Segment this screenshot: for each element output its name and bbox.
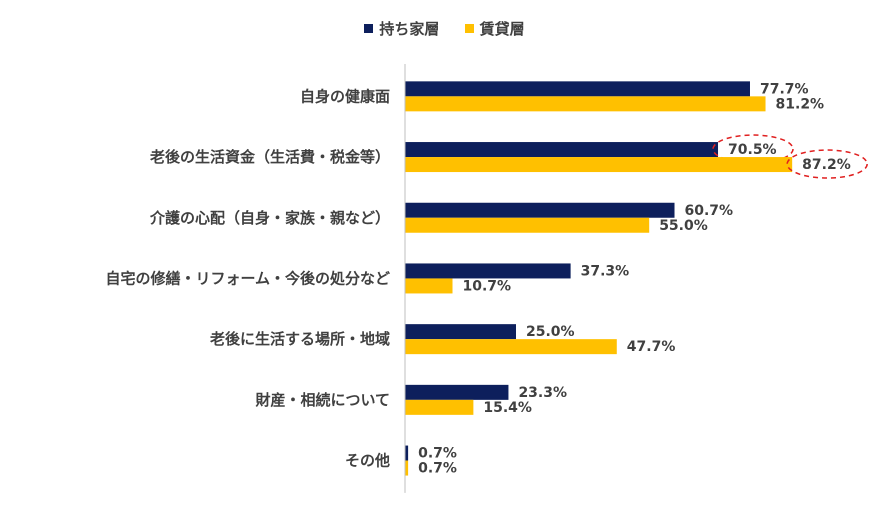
category-label: 老後に生活する場所・地域 [209,330,390,348]
bar-owner [405,202,675,218]
legend-item-renter: 賃貸層 [464,18,525,39]
bar-renter [405,96,766,112]
category-label: 自宅の修繕・リフォーム・今後の処分など [105,269,390,287]
value-label: 10.7% [463,278,512,294]
legend-item-owner: 持ち家層 [364,18,439,39]
value-label: 55.0% [659,218,708,234]
value-label: 77.7% [760,81,809,97]
value-label: 70.5% [728,142,777,158]
bar-owner [405,142,719,158]
bar-renter [405,460,409,476]
category-label: その他 [345,452,390,470]
legend-label-owner: 持ち家層 [379,20,440,38]
value-label: 0.7% [418,446,457,462]
value-label: 47.7% [627,339,676,355]
bar-owner [405,324,516,340]
legend: 持ち家層 賃貸層 [0,18,889,39]
value-label: 15.4% [483,400,532,416]
legend-swatch-owner [364,24,374,33]
category-label: 介護の心配（自身・家族・親など） [149,209,390,227]
category-label: 自身の健康面 [300,87,390,105]
bar-renter [405,339,617,355]
value-label: 25.0% [526,324,575,340]
highlight-circle [712,134,794,164]
legend-label-renter: 賃貸層 [479,20,525,38]
bar-owner [405,81,750,97]
bar-owner [405,263,571,279]
category-label: 老後の生活資金（生活費・税金等） [149,148,390,166]
bar-renter [405,278,453,294]
bar-renter [405,217,650,233]
bar-renter [405,157,793,173]
value-label: 60.7% [685,203,734,219]
value-label: 23.3% [518,385,567,401]
legend-swatch-renter [464,24,474,33]
bar-owner [405,384,509,400]
bar-renter [405,399,474,415]
value-label: 37.3% [581,263,630,279]
highlight-circle [786,149,868,179]
bar-owner [405,445,409,461]
value-label: 87.2% [802,157,851,173]
category-label: 財産・相続について [254,391,390,409]
value-label: 81.2% [776,96,825,112]
value-label: 0.7% [418,461,457,477]
